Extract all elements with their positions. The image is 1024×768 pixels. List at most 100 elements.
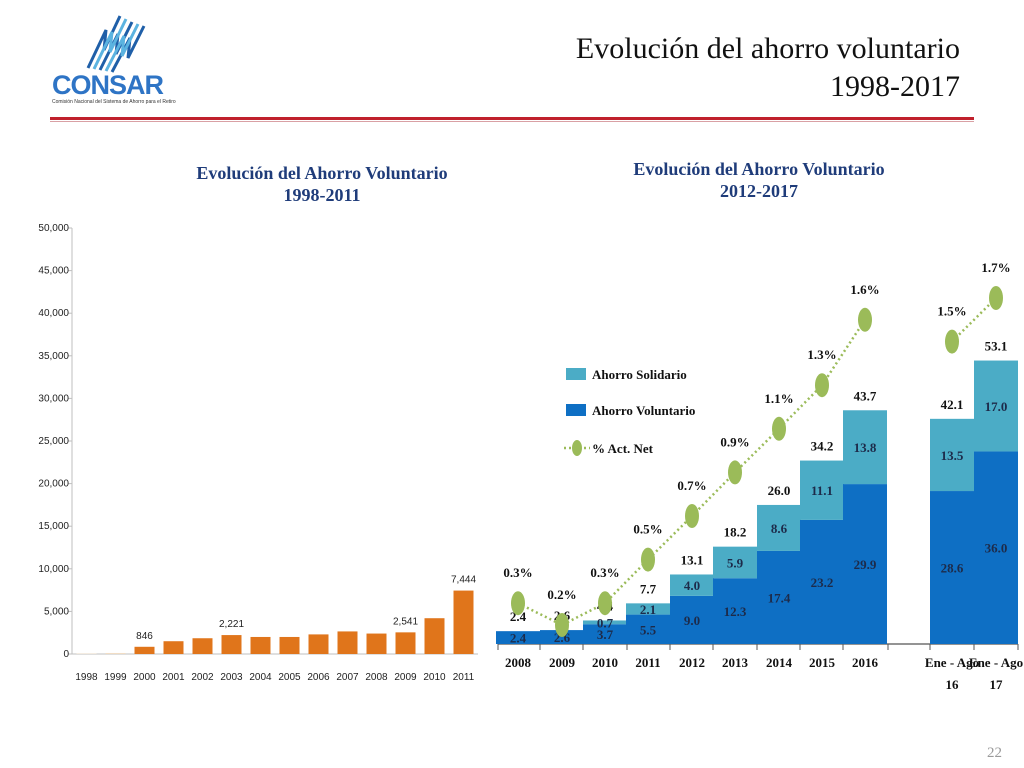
- consar-logo-text: CONSAR: [52, 70, 164, 100]
- right-x-tick-label: 17: [990, 677, 1004, 692]
- total-value-label: 18.2: [724, 525, 747, 540]
- solidario-value-label: 11.1: [811, 483, 833, 498]
- act-net-marker: [989, 286, 1003, 310]
- voluntario-bar-6: [757, 550, 801, 644]
- voluntario-value-label: 28.6: [941, 561, 964, 576]
- left-data-label: 846: [136, 631, 153, 642]
- act-net-marker: [511, 591, 525, 616]
- solidario-value-label: 2.1: [640, 602, 656, 617]
- solidario-bar-8: [843, 410, 887, 485]
- slide-title: Evolución del ahorro voluntario 1998-201…: [576, 30, 960, 106]
- total-value-label: 42.1: [941, 397, 964, 412]
- solidario-value-label: 5.9: [727, 555, 744, 570]
- left-y-tick-label: 15,000: [38, 521, 69, 532]
- left-y-tick-label: 10,000: [38, 564, 69, 575]
- legend-line-marker: [572, 440, 582, 456]
- act-net-marker: [555, 613, 569, 637]
- left-x-tick-label: 2003: [220, 672, 243, 683]
- legend-voluntario-swatch: [566, 404, 586, 416]
- voluntario-value-label: 3.7: [597, 627, 614, 642]
- voluntario-value-label: 2.4: [510, 631, 527, 646]
- voluntario-value-label: 29.9: [854, 557, 877, 572]
- right-x-tick-label: 16: [946, 677, 960, 692]
- left-bar-1999: [105, 652, 126, 654]
- right-x-tick-label: 2015: [809, 655, 836, 670]
- solidario-value-label: 8.6: [771, 521, 788, 536]
- left-x-tick-label: 2007: [336, 672, 359, 683]
- left-bar-2009: [395, 632, 416, 654]
- left-y-tick-label: 45,000: [38, 266, 69, 277]
- total-value-label: 34.2: [811, 439, 834, 454]
- left-x-tick-label: 2002: [191, 672, 214, 683]
- left-data-label: 2,541: [393, 616, 418, 627]
- act-net-value-label: 1.1%: [764, 391, 793, 406]
- right-x-tick-label: 2009: [549, 655, 576, 670]
- left-y-tick-label: 25,000: [38, 436, 69, 447]
- solidario-value-label: 13.8: [854, 440, 877, 455]
- legend-voluntario-label: Ahorro Voluntario: [592, 403, 695, 418]
- right-x-tick-label: 2016: [852, 655, 879, 670]
- voluntario-bar-4: [670, 595, 714, 644]
- act-net-marker: [598, 591, 612, 616]
- voluntario-bar-2: [583, 624, 627, 644]
- left-x-tick-label: 2009: [394, 672, 417, 683]
- act-net-value-label: 0.2%: [547, 587, 576, 602]
- right-x-tick-label: 2010: [592, 655, 618, 670]
- solidario-value-label: 4.0: [684, 578, 700, 593]
- total-value-label: 53.1: [985, 339, 1008, 354]
- right-x-tick-label: 2013: [722, 655, 749, 670]
- left-x-tick-label: 2005: [278, 672, 301, 683]
- left-y-tick-label: 5,000: [44, 606, 69, 617]
- left-bar-2001: [163, 641, 184, 654]
- solidario-value-label: 0.7: [597, 615, 614, 630]
- act-net-value-label: 1.7%: [981, 260, 1010, 275]
- left-bar-2000: [134, 646, 155, 654]
- voluntario-value-label: 36.0: [985, 541, 1008, 556]
- left-x-tick-label: 2004: [249, 672, 272, 683]
- left-y-tick-label: 20,000: [38, 479, 69, 490]
- legend-line-label: % Act. Net: [592, 441, 654, 456]
- act-net-marker: [685, 504, 699, 528]
- voluntario-value-label: 12.3: [724, 604, 747, 619]
- left-chart-title-line1: Evolución del Ahorro Voluntario: [196, 163, 448, 183]
- left-x-tick-label: 1998: [75, 672, 98, 683]
- solidario-bar-4: [670, 574, 714, 596]
- solidario-value-label: 17.0: [985, 399, 1008, 414]
- legend-solidario-swatch: [566, 368, 586, 380]
- voluntario-bar-3: [626, 614, 670, 644]
- act-net-value-label: 0.5%: [633, 522, 662, 537]
- left-y-tick-label: 30,000: [38, 393, 69, 404]
- left-bar-2002: [192, 638, 213, 654]
- left-bar-2005: [279, 636, 300, 654]
- right-chart-title-line1: Evolución del Ahorro Voluntario: [633, 159, 885, 179]
- voluntario-value-label: 23.2: [811, 575, 834, 590]
- right-x-tick-label: 2014: [766, 655, 793, 670]
- left-bar-2007: [337, 631, 358, 654]
- left-x-tick-label: 2006: [307, 672, 330, 683]
- right-chart-title: Evolución del Ahorro Voluntario 2012-201…: [598, 158, 920, 202]
- slide-title-line1: Evolución del ahorro voluntario: [575, 32, 960, 65]
- left-x-tick-label: 2008: [365, 672, 388, 683]
- total-value-label: 13.1: [681, 552, 704, 567]
- voluntario-bar-1: [540, 630, 584, 644]
- voluntario-bar-8: [843, 484, 887, 644]
- left-y-tick-label: 50,000: [38, 223, 69, 234]
- act-net-marker: [815, 373, 829, 398]
- act-net-value-label: 0.3%: [503, 565, 532, 580]
- act-net-marker: [772, 416, 786, 441]
- left-y-tick-label: 40,000: [38, 308, 69, 319]
- solidario-bar-5: [713, 546, 757, 579]
- act-net-value-label: 1.3%: [807, 347, 836, 362]
- total-value-label: 43.7: [854, 388, 877, 403]
- left-y-tick-label: 35,000: [38, 351, 69, 362]
- act-net-line-segment: [951, 297, 997, 343]
- legend-solidario-label: Ahorro Solidario: [592, 367, 687, 382]
- left-chart-title-line2: 1998-2011: [283, 185, 361, 205]
- voluntario-bar-10: [974, 451, 1018, 644]
- solidario-bar-10: [974, 360, 1018, 452]
- consar-logo-subtitle: Comisión Nacional del Sistema de Ahorro …: [52, 99, 176, 105]
- solidario-bar-9: [930, 418, 974, 492]
- right-x-tick-label: Ene - Ago: [969, 655, 1023, 670]
- left-x-tick-label: 2011: [453, 672, 475, 683]
